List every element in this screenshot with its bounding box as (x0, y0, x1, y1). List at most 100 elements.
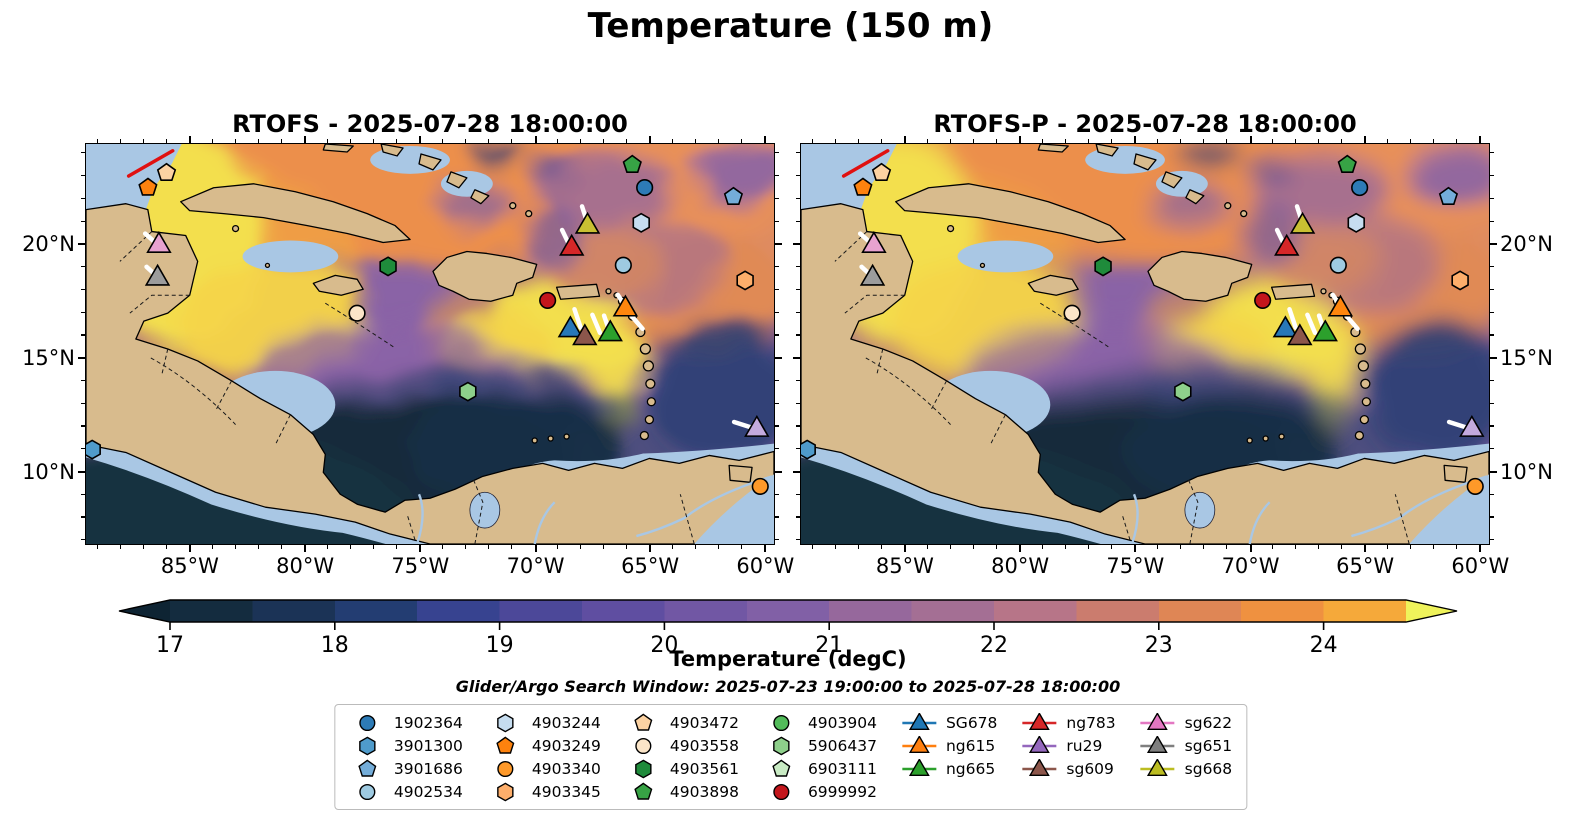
colorbar-tick-label: 20 (650, 633, 679, 658)
legend-box: 1902364 3901300 3901686 4902534 4903244 49032… (333, 704, 1248, 810)
legend-entry-4903345: 4903345 (487, 781, 601, 802)
axis-tick (304, 545, 307, 552)
axis-tick (212, 545, 214, 549)
legend-entry-sg609: sg609 (1021, 758, 1115, 779)
axis-tick (775, 220, 779, 222)
temperature-field-map (86, 144, 774, 544)
search-window-subtitle: Glider/Argo Search Window: 2025-07-23 19… (455, 677, 1121, 696)
marker-sg609 (572, 323, 598, 346)
colorbar-tick-label: 18 (320, 633, 349, 658)
axis-tick (1318, 545, 1320, 549)
axis-tick (812, 545, 814, 549)
axis-tick (775, 175, 779, 177)
legend-entry-4903472: 4903472 (625, 712, 739, 733)
marker-3901300 (86, 439, 101, 460)
legend-label: 4903244 (531, 713, 601, 732)
legend-label: 4903345 (531, 782, 601, 801)
marker-3901686 (723, 186, 744, 205)
hexagon-marker-icon (496, 713, 514, 732)
axis-tick (1387, 545, 1389, 549)
marker-4902534 (614, 256, 632, 274)
x-tick-label: 75°W (1106, 554, 1165, 578)
legend-label: sg622 (1184, 713, 1233, 732)
axis-tick (166, 545, 168, 549)
axis-tick (775, 425, 779, 427)
legend-label: ru29 (1066, 736, 1103, 755)
map-plot-rtofs-p (800, 143, 1490, 545)
legend-entry-6999992: 6999992 (763, 781, 877, 802)
axis-tick (1490, 266, 1494, 268)
axis-tick (775, 197, 779, 199)
axis-tick (373, 545, 375, 549)
legend-label: 1902364 (393, 713, 463, 732)
axis-tick (1490, 516, 1494, 518)
marker-ng783 (1274, 233, 1300, 256)
legend-label: 3901300 (393, 736, 463, 755)
marker-4903244 (1347, 212, 1365, 233)
marker-4903898 (622, 154, 642, 173)
axis-tick (442, 545, 444, 549)
legend-label: ng665 (945, 759, 996, 778)
axis-tick (1490, 175, 1494, 177)
marker-sg622 (861, 230, 887, 253)
colorbar-tick-label: 19 (485, 633, 514, 658)
axis-tick (1490, 448, 1494, 450)
legend-label: 4903249 (531, 736, 601, 755)
marker-4902534 (1329, 256, 1347, 274)
legend-column: 4903472 4903558 4903561 4903898 (625, 712, 739, 802)
marker-4903558 (348, 304, 366, 322)
legend-entry-sg668: sg668 (1140, 758, 1232, 779)
axis-tick (996, 545, 998, 549)
axis-tick (1203, 545, 1205, 549)
legend-entry-sg622: sg622 (1140, 712, 1233, 733)
legend-entry-ng783: ng783 (1021, 712, 1116, 733)
axis-tick (350, 545, 352, 549)
y-tick-label: 15°N (1500, 345, 1553, 370)
x-tick-label: 85°W (875, 554, 934, 578)
marker-5906437 (459, 381, 477, 402)
legend-label: 4902534 (393, 782, 463, 801)
axis-tick (950, 545, 952, 549)
axis-tick (97, 545, 99, 549)
y-tick-label: 20°N (1500, 231, 1553, 256)
pentagon-marker-icon (357, 759, 376, 777)
legend-label: 4903472 (669, 713, 739, 732)
glider-marker-icon (901, 712, 936, 730)
axis-tick (78, 356, 85, 359)
axis-tick (775, 470, 782, 473)
marker-ng615 (1327, 294, 1354, 317)
legend-entry-4903561: 4903561 (625, 758, 739, 779)
axis-tick (881, 545, 883, 549)
axis-tick (557, 545, 559, 549)
marker-1902364 (1351, 179, 1369, 197)
legend-label: 4903340 (531, 759, 601, 778)
marker-sg668 (574, 211, 601, 234)
circle-marker-icon (358, 783, 375, 800)
legend-entry-SG678: SG678 (901, 712, 997, 733)
x-tick-label: 80°W (991, 554, 1050, 578)
legend-label: 6903111 (807, 759, 877, 778)
marker-4903558 (1063, 304, 1081, 322)
map-plot-rtofs (85, 143, 775, 545)
marker-4903249 (138, 177, 158, 196)
axis-tick (1490, 470, 1497, 473)
marker-sg651 (144, 263, 171, 286)
legend-label: ng615 (945, 736, 996, 755)
axis-tick (235, 545, 237, 549)
legend-label: 6999992 (807, 782, 877, 801)
circle-marker-icon (772, 783, 789, 800)
legend-entry-5906437: 5906437 (763, 735, 877, 756)
colorbar (118, 599, 1458, 631)
x-tick-label: 80°W (276, 554, 335, 578)
hexagon-marker-icon (496, 782, 514, 801)
axis-tick (649, 545, 652, 552)
axis-tick (1088, 545, 1090, 549)
y-tick-label: 10°N (22, 459, 75, 484)
legend-entry-3901300: 3901300 (349, 735, 463, 756)
axis-tick (1490, 311, 1494, 313)
marker-ng615 (612, 294, 639, 317)
pentagon-marker-icon (771, 759, 790, 777)
axis-tick (419, 545, 422, 552)
legend-column: ng783 ru29 sg609 (1021, 712, 1116, 802)
axis-tick (1364, 545, 1367, 552)
